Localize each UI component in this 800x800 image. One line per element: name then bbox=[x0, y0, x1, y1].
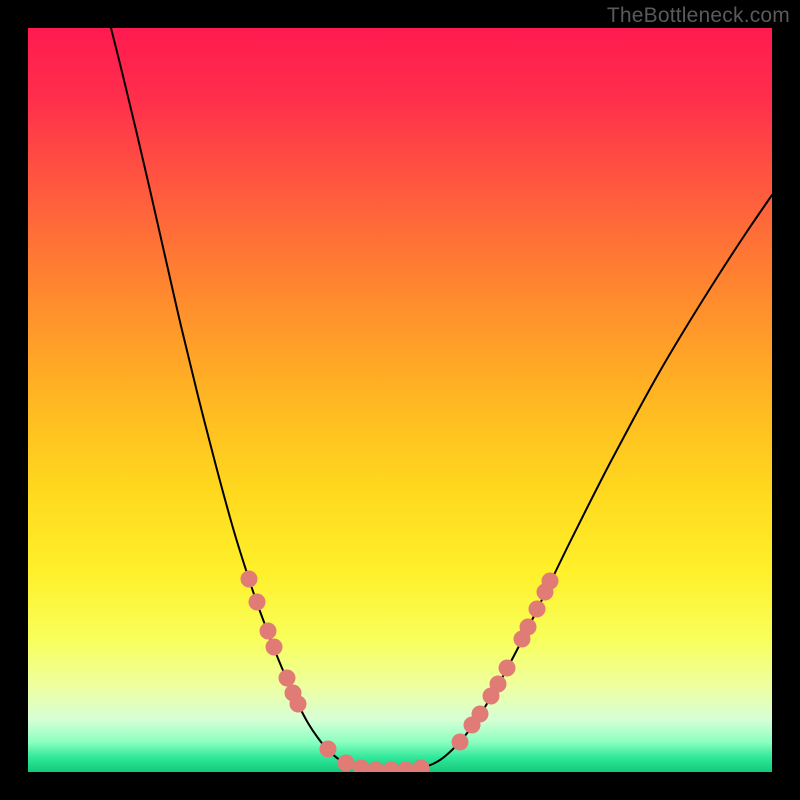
data-point-marker bbox=[249, 594, 266, 611]
data-point-marker bbox=[490, 676, 507, 693]
data-point-marker bbox=[320, 741, 337, 758]
data-point-marker bbox=[290, 696, 307, 713]
data-point-marker bbox=[266, 639, 283, 656]
attribution-text: TheBottleneck.com bbox=[607, 4, 790, 28]
gradient-background bbox=[28, 28, 772, 772]
data-point-marker bbox=[520, 619, 537, 636]
data-point-marker bbox=[452, 734, 469, 751]
data-point-marker bbox=[338, 755, 355, 772]
chart-plot-area bbox=[28, 28, 772, 772]
bottleneck-v-chart bbox=[28, 28, 772, 772]
data-point-marker bbox=[529, 601, 546, 618]
data-point-marker bbox=[241, 571, 258, 588]
data-point-marker bbox=[472, 706, 489, 723]
data-point-marker bbox=[260, 623, 277, 640]
data-point-marker bbox=[542, 573, 559, 590]
data-point-marker bbox=[279, 670, 296, 687]
data-point-marker bbox=[499, 660, 516, 677]
